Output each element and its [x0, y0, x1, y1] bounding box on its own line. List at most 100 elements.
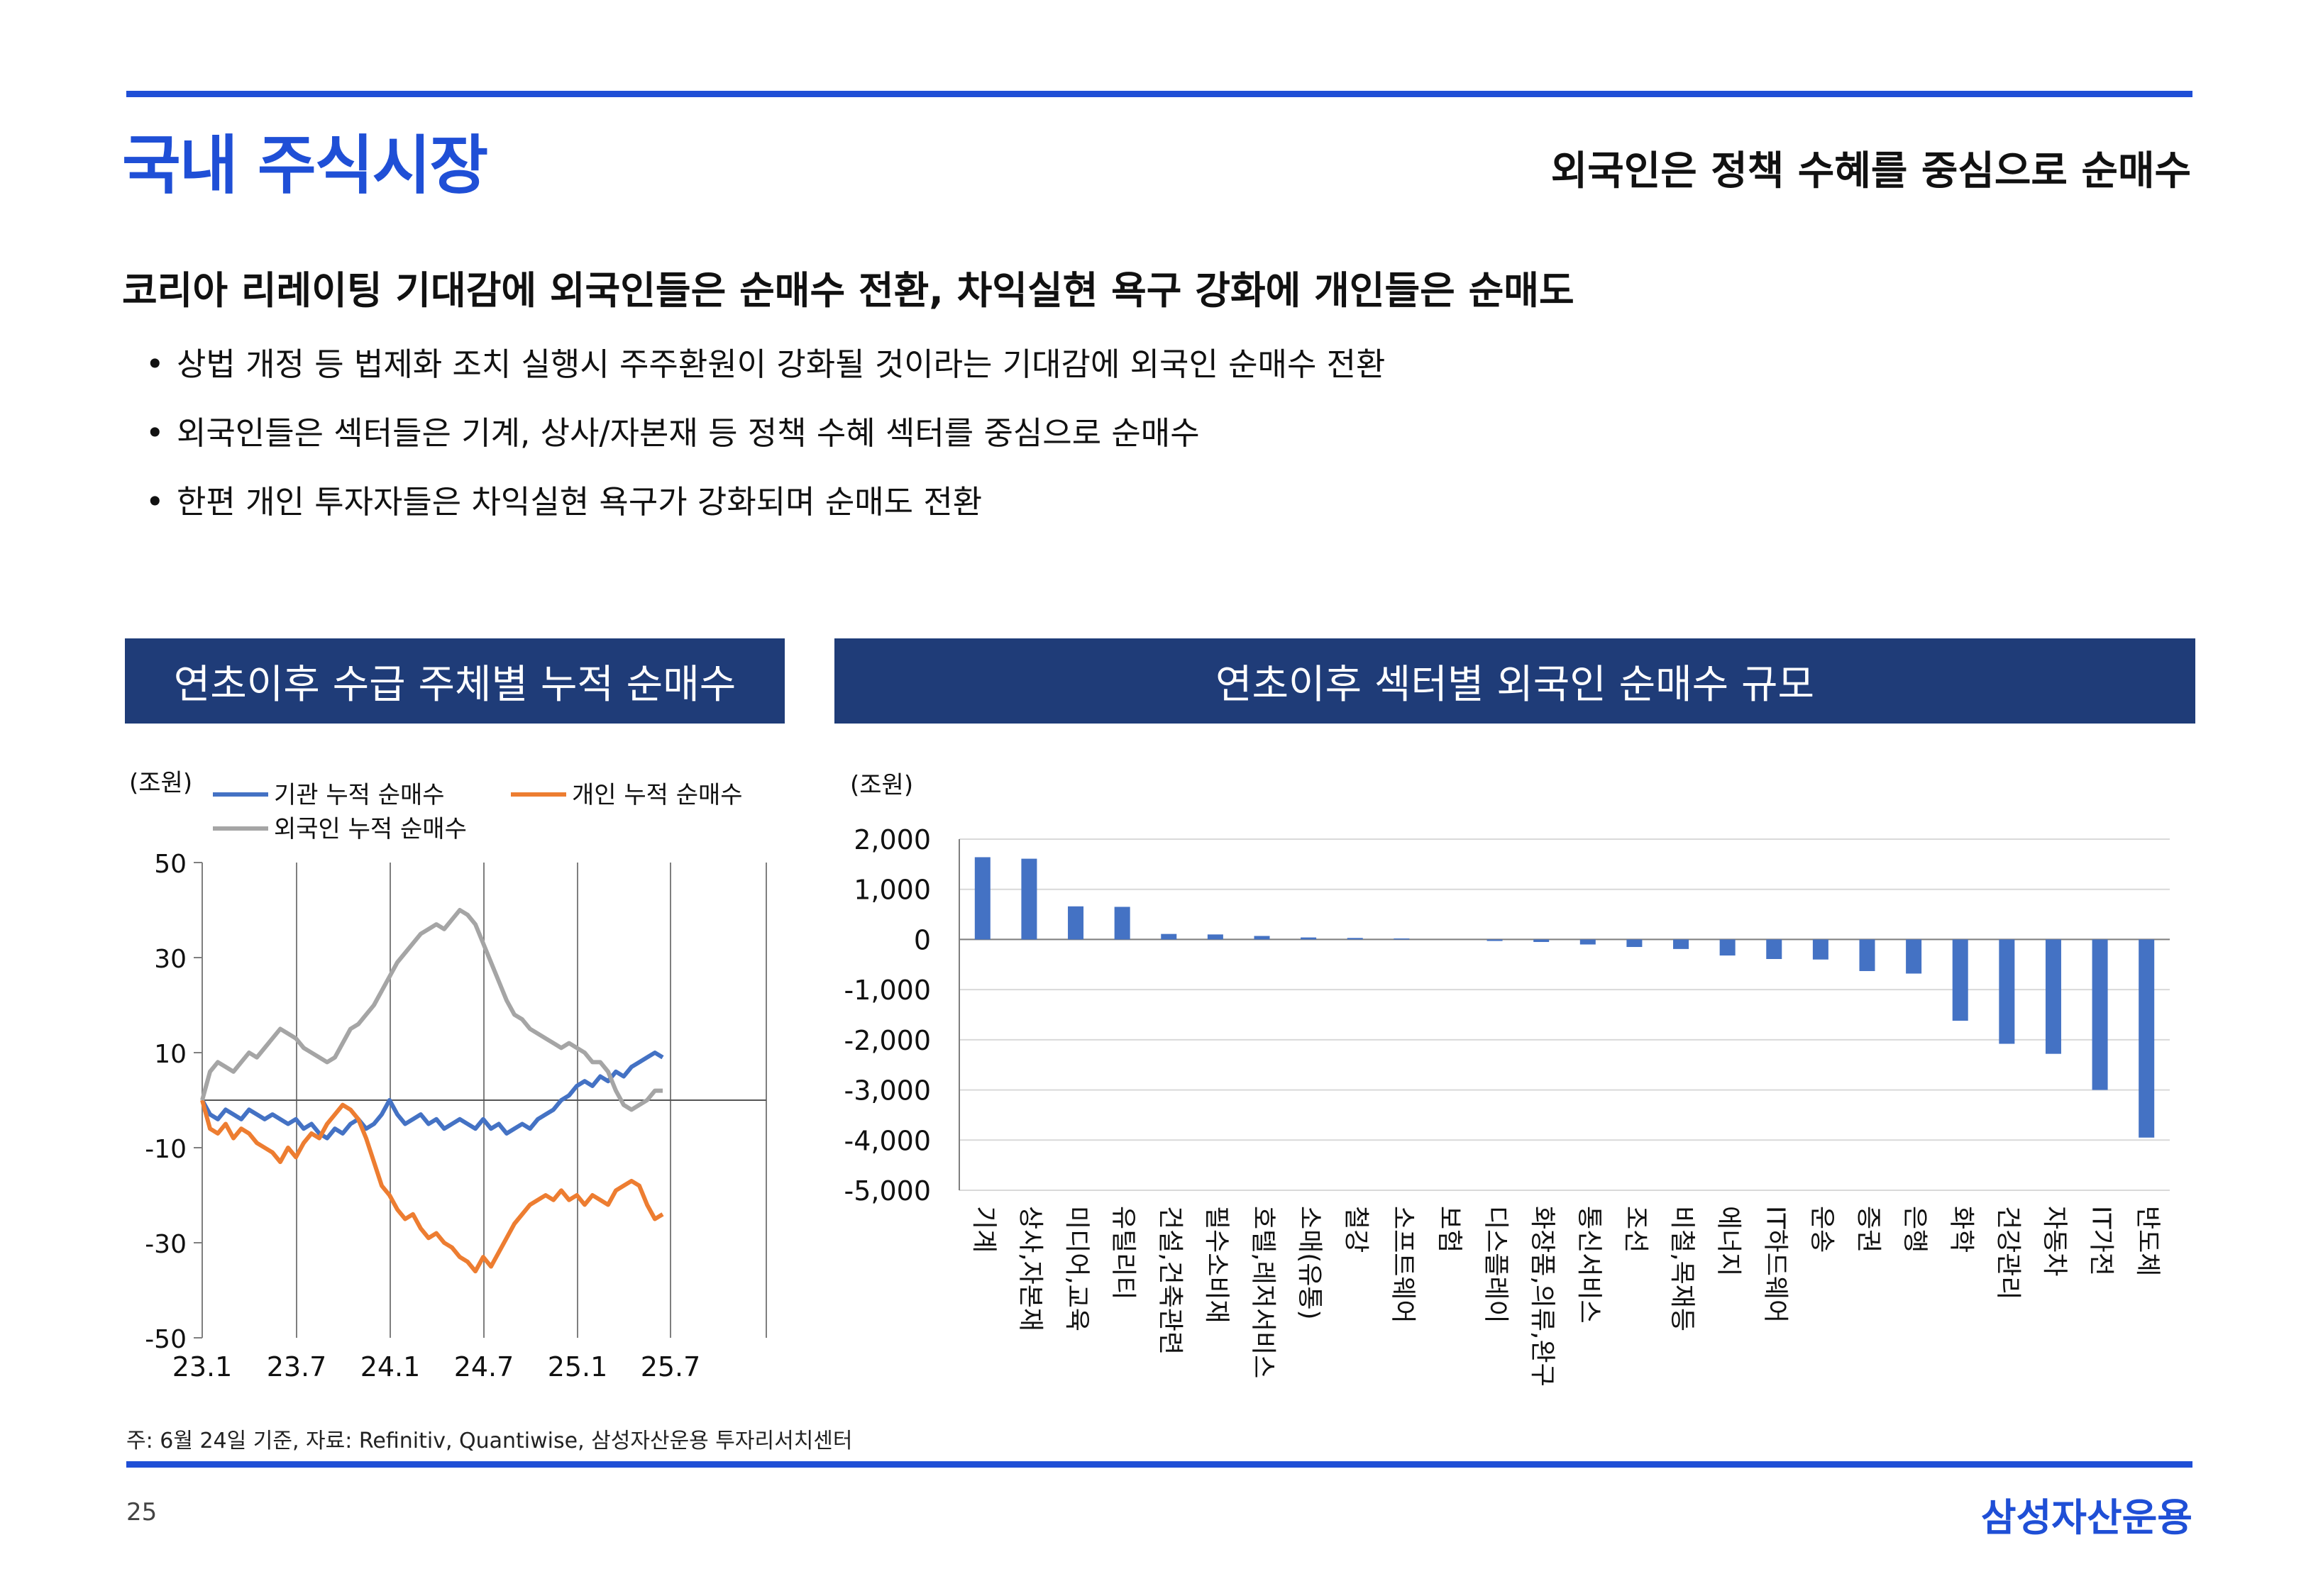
category-label: 필수소비재 [1202, 1206, 1231, 1324]
bar [974, 857, 991, 940]
legend-label: 외국인 누적 순매수 [274, 815, 467, 843]
category-label: IT하드웨어 [1760, 1206, 1789, 1323]
brand-logo: 삼성자산운용 [1980, 1495, 2192, 1540]
left-chart-title: 연초이후 수급 주체별 누적 순매수 [173, 661, 737, 708]
category-label: 기계 [969, 1206, 998, 1253]
headline: 코리아 리레이팅 기대감에 외국인들은 순매수 전환, 차익실현 욕구 강화에 … [122, 268, 1574, 313]
bar [1906, 939, 1922, 974]
bar [1673, 939, 1689, 949]
bar [2092, 939, 2108, 1090]
y-tick-label: -2,000 [844, 1025, 932, 1056]
bar [1719, 939, 1736, 956]
category-label: 에너지 [1714, 1206, 1743, 1276]
x-tick-label: 23.7 [267, 1351, 327, 1382]
category-label: 미디어,교육 [1062, 1206, 1091, 1331]
y-tick-label: -50 [145, 1325, 187, 1354]
bullet-text: 외국인들은 섹터들은 기계, 상사/자본재 등 정책 수혜 섹터를 중심으로 순… [177, 414, 1200, 452]
bar [1254, 936, 1270, 940]
x-tick-label: 25.7 [641, 1351, 701, 1382]
bar [1533, 939, 1550, 942]
y-tick-label: -5,000 [844, 1175, 932, 1207]
bar [1394, 938, 1410, 940]
page-title: 국내 주식시장 [122, 128, 488, 203]
bar [1766, 939, 1782, 960]
y-tick-label: 10 [154, 1040, 187, 1069]
right-chart-title: 연초이후 섹터별 외국인 순매수 규모 [1215, 661, 1814, 708]
y-tick-label: 1,000 [854, 875, 931, 906]
bar-chart: (조원) 2,000 1,000 0 -1,000 -2,000 -3,000 -4,000 -… [844, 771, 2170, 1387]
y-tick-label: -1,000 [844, 975, 932, 1006]
bullet-dot: • [145, 345, 165, 383]
bullet-item: • 한편 개인 투자자들은 차익실현 욕구가 강화되며 순매도 전환 [145, 467, 1385, 536]
series-line [200, 1051, 664, 1141]
bar [1626, 939, 1643, 948]
bar [1999, 939, 2015, 1044]
category-label: 운송 [1807, 1206, 1836, 1253]
series-line [200, 1099, 664, 1274]
category-label: 자동차 [2040, 1206, 2069, 1276]
category-label: 화장품,의류,완구 [1528, 1206, 1557, 1387]
bar [2139, 939, 2155, 1138]
bullet-item: • 상법 개정 등 법제화 조치 실행시 주주환원이 강화될 것이라는 기대감에 … [145, 330, 1385, 399]
page-number: 25 [126, 1498, 158, 1526]
unit-label: (조원) [850, 771, 913, 799]
bar [1486, 939, 1503, 941]
bullet-text: 한편 개인 투자자들은 차익실현 욕구가 강화되며 순매도 전환 [177, 483, 983, 521]
category-label: 화학 [1947, 1206, 1976, 1253]
category-label: 소매(유통) [1295, 1206, 1324, 1320]
category-label: 증권 [1854, 1206, 1883, 1253]
bar [2045, 939, 2061, 1054]
bullet-item: • 외국인들은 섹터들은 기계, 상사/자본재 등 정책 수혜 섹터를 중심으로 … [145, 399, 1385, 467]
bottom-rule [126, 1461, 2192, 1468]
category-label: 호텔,레저서비스 [1249, 1206, 1278, 1378]
bullet-list: • 상법 개정 등 법제화 조치 실행시 주주환원이 강화될 것이라는 기대감에 … [145, 330, 1385, 536]
legend-label: 기관 누적 순매수 [274, 781, 445, 809]
unit-label: (조원) [129, 769, 192, 797]
page-subtitle: 외국인은 정책 수혜를 중심으로 순매수 [1550, 148, 2191, 194]
y-tick-label: 2,000 [854, 824, 931, 855]
y-tick-label: 50 [154, 850, 187, 879]
bar [1161, 933, 1177, 940]
x-tick-label: 23.1 [172, 1351, 233, 1382]
y-tick-label: -10 [145, 1135, 187, 1164]
category-label: 건강관리 [1993, 1206, 2022, 1299]
legend-label: 개인 누적 순매수 [572, 781, 743, 809]
bullet-dot: • [145, 414, 165, 452]
bar [1952, 939, 1968, 1021]
top-rule [126, 91, 2192, 97]
y-tick-label: 0 [914, 924, 931, 955]
category-label: 건설,건축관련 [1155, 1206, 1184, 1355]
category-label: 통신서비스 [1574, 1206, 1604, 1324]
category-label: 디스플레이 [1482, 1206, 1511, 1324]
category-label: 비철,목재등 [1667, 1206, 1697, 1331]
y-tick-label: -30 [145, 1230, 187, 1259]
bar [1859, 939, 1875, 971]
bar [1347, 938, 1363, 940]
footnote: 주: 6월 24일 기준, 자료: Refinitiv, Quantiwise,… [126, 1429, 853, 1453]
bullet-text: 상법 개정 등 법제화 조치 실행시 주주환원이 강화될 것이라는 기대감에 외… [177, 345, 1386, 383]
x-tick-label: 24.1 [360, 1351, 421, 1382]
category-label: 상사,자본재 [1015, 1206, 1044, 1331]
bar [1021, 858, 1037, 940]
bar [1579, 939, 1596, 945]
right-chart-header: 연초이후 섹터별 외국인 순매수 규모 [834, 638, 2195, 724]
category-label: 철강 [1342, 1206, 1371, 1253]
category-label: 조선 [1621, 1206, 1650, 1253]
bar [1068, 906, 1084, 940]
category-label: 소프트웨어 [1388, 1206, 1417, 1324]
category-label: IT가전 [2087, 1206, 2116, 1276]
y-tick-label: 30 [154, 945, 187, 974]
category-label: 보험 [1435, 1206, 1464, 1253]
x-tick-label: 25.1 [548, 1351, 608, 1382]
bar [1812, 939, 1828, 960]
bar [1207, 934, 1223, 940]
bar [1114, 907, 1130, 940]
bullet-dot: • [145, 483, 165, 521]
y-tick-label: -3,000 [844, 1075, 932, 1107]
y-tick-label: -4,000 [844, 1125, 932, 1156]
x-tick-label: 24.7 [454, 1351, 514, 1382]
category-label: 은행 [1900, 1206, 1929, 1253]
category-label: 유틸리티 [1109, 1206, 1138, 1299]
category-label: 반도체 [2133, 1206, 2162, 1276]
